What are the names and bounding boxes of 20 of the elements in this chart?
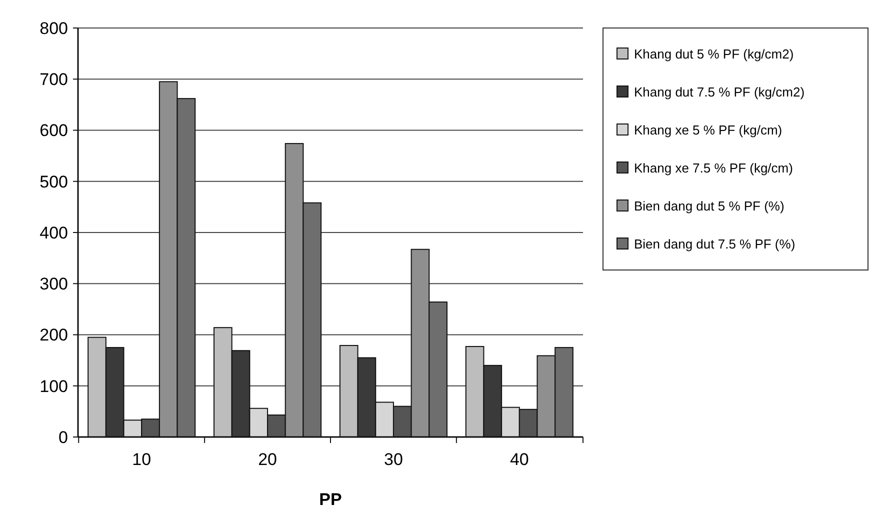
y-tick-label: 300 [40,274,68,294]
y-tick-label: 600 [40,121,68,140]
legend-label: Bien dang dut 7.5 % PF (%) [634,236,796,252]
legend-label: Khang dut 5 % PF (kg/cm2) [634,46,794,62]
legend-label: Khang xe 7.5 % PF (kg/cm) [634,160,793,176]
y-tick-label: 500 [40,172,68,192]
legend-label: Khang xe 5 % PF (kg/cm) [634,122,782,138]
legend-label: Khang dut 7.5 % PF (kg/cm2) [634,84,805,100]
y-tick-label: 200 [40,326,68,345]
y-tick-label: 400 [40,223,68,242]
y-tick-label: 800 [40,18,68,38]
x-tick-label: 40 [510,450,529,469]
y-tick-label: 0 [58,428,68,447]
x-tick-label: 20 [258,450,277,469]
y-tick-label: 700 [40,70,68,90]
y-tick-label: 100 [40,376,68,396]
x-tick-label: 10 [132,450,152,469]
x-tick-label: 30 [384,450,403,469]
x-axis-title: PP [319,490,342,509]
legend-label: Bien dang dut 5 % PF (%) [634,198,784,214]
